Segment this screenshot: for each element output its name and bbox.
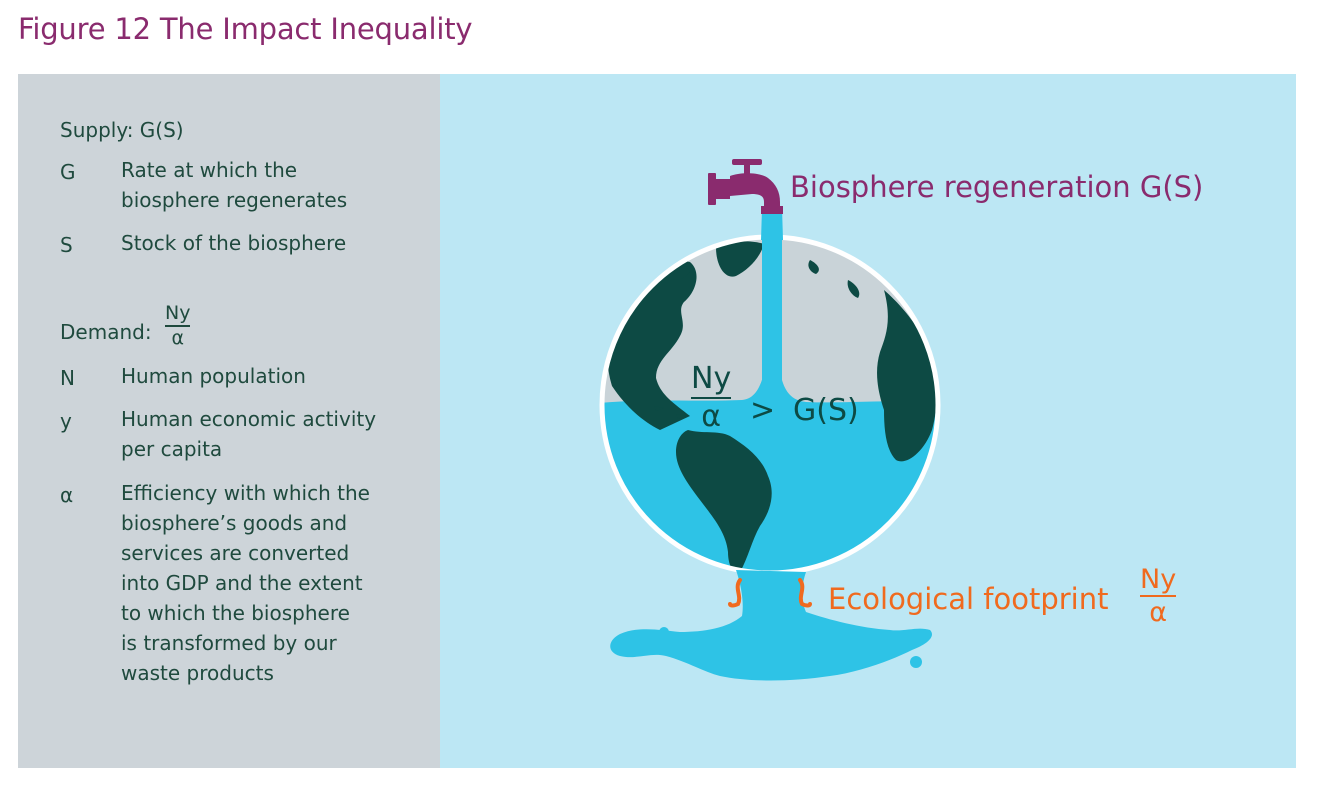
water-stream [761,208,783,240]
figure-title: Figure 12 The Impact Inequality [18,12,473,46]
tap-icon [708,159,783,214]
inequality-bar [691,397,732,399]
splash-drop [659,627,669,637]
legend-symbol-alpha: α [60,483,74,507]
legend-text-g-line2: biosphere regenerates [121,188,348,212]
splash-drop [910,656,922,668]
inequality-fraction: Ny α [691,361,732,434]
legend-text-alpha-line6: is transformed by our [121,631,337,655]
demand-fraction-numerator: Ny [165,302,191,324]
legend-symbol-n: N [60,366,75,390]
footprint-numerator: Ny [1140,564,1177,595]
footprint-fraction: Ny α [1140,564,1177,628]
continents [607,237,937,573]
footprint-bar [1140,595,1177,597]
leak-mark-left [728,578,742,608]
demand-heading: Demand: [60,320,152,344]
legend-symbol-y: y [60,409,72,433]
inequality-relation: > [750,393,776,428]
footprint-denominator: α [1149,597,1167,628]
demand-fraction: Ny α [165,302,191,349]
legend-text-s: Stock of the biosphere [121,231,347,255]
legend-panel [18,74,440,768]
demand-fraction-denominator: α [171,326,184,349]
water-spill [610,570,932,681]
legend-text-alpha-line5: to which the biosphere [121,601,350,625]
supply-heading: Supply: G(S) [60,118,184,142]
globe-water-fill [602,237,938,573]
island-fleck [654,406,664,411]
legend-text-alpha-line3: services are converted [121,541,350,565]
legend-text-alpha-line2: biosphere’s goods and [121,511,348,535]
water-stream-lower [742,236,806,402]
inequality-rhs: G(S) [793,393,859,428]
legend-text-y-line2: per capita [121,437,223,461]
inequality-denominator: α [701,399,721,434]
leak-mark-right [798,578,812,608]
inequality-numerator: Ny [691,361,732,396]
legend-symbol-s: S [60,233,73,257]
legend-text-alpha-line1: Efficiency with which the [121,481,370,505]
legend-text-alpha-line4: into GDP and the extent [121,571,363,595]
legend-text-n: Human population [121,364,306,388]
demand-fraction-bar [165,325,191,327]
legend-symbol-g: G [60,160,76,184]
footprint-label: Ecological footprint [828,582,1109,616]
legend-text-g-line1: Rate at which the [121,158,298,182]
legend-text-y-line1: Human economic activity [121,407,377,431]
legend-text-alpha-line7: waste products [121,661,274,685]
island-fleck [676,414,686,419]
tap-label: Biosphere regeneration G(S) [790,170,1204,204]
